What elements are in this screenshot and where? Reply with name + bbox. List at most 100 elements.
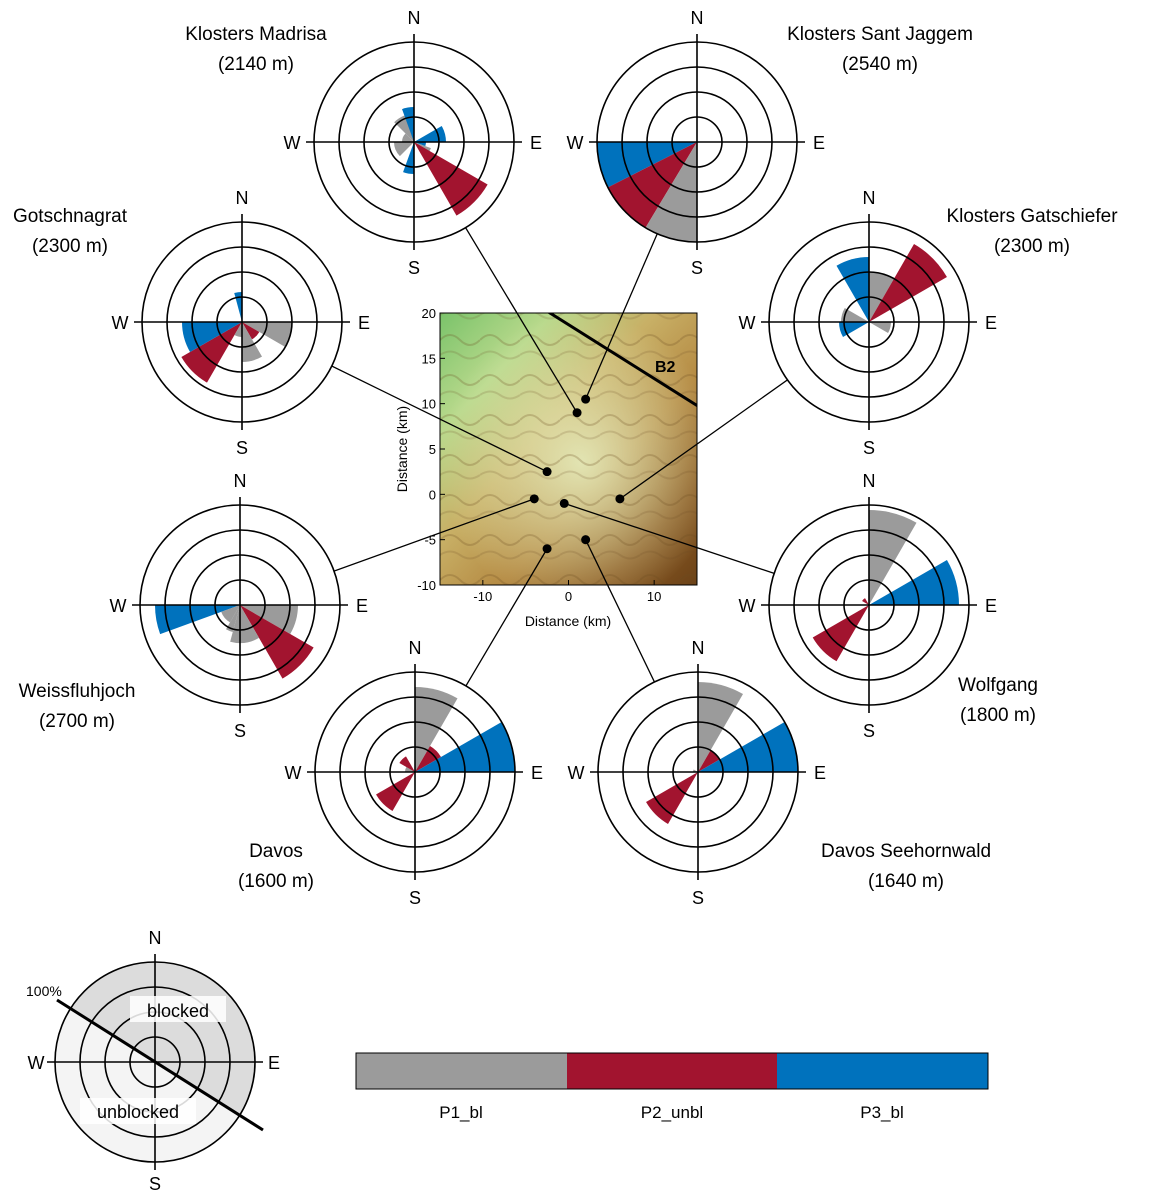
station-elevation: (2300 m) <box>32 236 108 257</box>
wind-rose-klosters-madrisa: N S W E Klosters Madrisa (2140 m) <box>185 8 542 278</box>
wind-rose-weissfluhjoch: N S W E Weissfluhjoch (2700 m) <box>19 471 368 741</box>
rose-sector-p2-unbl <box>376 772 415 811</box>
rose-sector-p1-bl <box>869 510 917 605</box>
b2-line <box>547 313 697 408</box>
rose-compass-e: E <box>985 596 997 616</box>
station-name: Klosters Gatschiefer <box>946 206 1118 227</box>
guide-rose-graphic: blocked unblocked <box>47 954 264 1170</box>
rose-compass-n: N <box>409 638 422 658</box>
station-name: Klosters Sant Jaggem <box>787 24 973 45</box>
station-marker-weissfluhjoch <box>529 494 539 504</box>
rose-sector-p3-bl <box>597 142 697 188</box>
rose-sector-p2-unbl <box>869 244 947 322</box>
rose-compass-e: E <box>358 313 370 333</box>
rose-compass-w: W <box>739 596 756 616</box>
rose-sector-p1-bl <box>645 142 697 242</box>
rose-compass-n: N <box>692 638 705 658</box>
rose-compass-w: W <box>285 763 302 783</box>
rose-compass-n: N <box>234 471 247 491</box>
rose-sector-p1-bl <box>415 687 458 772</box>
rose-compass-w: W <box>284 133 301 153</box>
guide-divider-line <box>56 998 264 1132</box>
rose-sector-p2-unbl <box>812 605 869 662</box>
map-y-tick-label: 20 <box>422 306 436 321</box>
map-ridge-texture <box>440 313 697 585</box>
rose-sector-p1-bl <box>226 605 240 633</box>
legend-label-p1-bl: P1_bl <box>439 1103 482 1122</box>
rose-sector-p1-bl <box>394 142 414 157</box>
rose-sector-p1-bl <box>869 272 894 322</box>
rose-compass-s: S <box>408 258 420 278</box>
rose-sector-p2-unbl <box>240 605 314 679</box>
guide-east-label: E <box>268 1053 280 1073</box>
rose-compass-e: E <box>530 133 542 153</box>
rose-compass-e: E <box>531 763 543 783</box>
station-elevation: (1800 m) <box>960 705 1036 726</box>
map-y-tick-label: -10 <box>417 578 436 593</box>
rose-sector-p2-unbl <box>607 142 697 228</box>
station-marker-davos <box>542 544 552 554</box>
rose-compass-e: E <box>356 596 368 616</box>
rose-sector-p1-bl <box>841 308 869 322</box>
rose-sector-p1-bl <box>242 322 292 347</box>
station-marker-wolfgang <box>559 498 569 508</box>
map-y-tick-label: 0 <box>429 487 436 502</box>
rose-sector-p3-bl <box>415 722 515 772</box>
guide-unblocked-label: unblocked <box>97 1102 179 1122</box>
station-name: Wolfgang <box>958 675 1038 696</box>
station-elevation: (2700 m) <box>39 711 115 732</box>
rose-compass-e: E <box>814 763 826 783</box>
rose-compass-s: S <box>692 888 704 908</box>
rose-sector-p1-bl <box>869 322 891 333</box>
rose-sector-p2-unbl <box>646 772 698 824</box>
guide-south-label: S <box>149 1174 161 1194</box>
wind-rose-gotschnagrat: N S W E Gotschnagrat (2300 m) <box>13 188 370 458</box>
rose-compass-s: S <box>234 721 246 741</box>
rose-compass-s: S <box>409 888 421 908</box>
station-name: Gotschnagrat <box>13 206 128 227</box>
rose-sector-p2-unbl <box>862 598 869 605</box>
station-elevation: (1600 m) <box>238 871 314 892</box>
station-name: Klosters Madrisa <box>185 24 327 45</box>
station-name: Davos <box>249 841 303 862</box>
rose-compass-w: W <box>110 596 127 616</box>
guide-100-percent-label: 100% <box>26 983 62 999</box>
station-elevation: (2300 m) <box>994 236 1070 257</box>
rose-sector-p3-bl <box>402 106 414 142</box>
rose-compass-n: N <box>863 188 876 208</box>
station-elevation: (2540 m) <box>842 54 918 75</box>
rose-sector-p1-bl <box>234 322 242 337</box>
legend-swatch-p2-unbl <box>567 1053 777 1089</box>
rose-compass-w: W <box>568 763 585 783</box>
rose-sector-p1-bl <box>221 605 240 623</box>
station-marker-klosters-gatschiefer <box>615 494 625 504</box>
station-elevation: (2140 m) <box>218 54 294 75</box>
rose-sector-p3-bl <box>155 605 240 635</box>
wind-rose-davos: N S W E Davos (1600 m) <box>238 638 543 908</box>
b2-label: B2 <box>655 359 676 376</box>
wind-rose-wolfgang: N S W E Wolfgang (1800 m) <box>739 471 1038 741</box>
map-y-tick-label: 5 <box>429 442 436 457</box>
rose-sector-p2-unbl <box>415 746 441 772</box>
station-name: Davos Seehornwald <box>821 841 991 862</box>
station-marker-gotschnagrat <box>542 467 552 477</box>
guide-unblocked-label-bg <box>80 1098 196 1124</box>
rose-compass-n: N <box>863 471 876 491</box>
legend-swatch-p3-bl <box>777 1053 988 1089</box>
guide-blocked-label: blocked <box>147 1001 209 1021</box>
rose-compass-s: S <box>863 721 875 741</box>
rose-sector-p2-unbl <box>242 322 260 340</box>
map-x-tick-label: 0 <box>565 589 572 604</box>
rose-compass-s: S <box>236 438 248 458</box>
rose-compass-s: S <box>691 258 703 278</box>
station-marker-davos-seehornwald <box>581 535 591 545</box>
map-axis-ticks: -10 0 10 -10 -5 0 5 10 15 20 <box>417 306 661 604</box>
rose-compass-w: W <box>112 313 129 333</box>
guide-west-label: W <box>28 1053 45 1073</box>
rose-compass-e: E <box>813 133 825 153</box>
map-x-axis-label: Distance (km) <box>525 613 611 629</box>
map-x-tick-label: 10 <box>647 589 661 604</box>
station-name: Weissfluhjoch <box>19 681 136 702</box>
category-legend: P1_bl P2_unbl P3_bl <box>355 1052 989 1122</box>
